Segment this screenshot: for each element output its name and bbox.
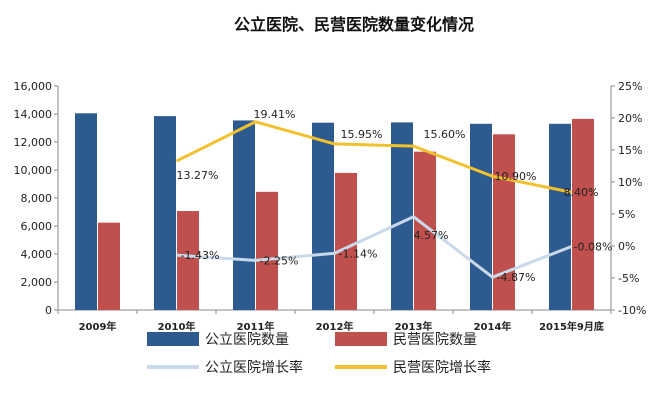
y-right-tick-label: 0% [618,240,635,253]
bar-private [335,172,357,310]
data-label-private-growth: 8.40% [564,186,599,199]
bar-private [572,118,594,311]
y-left-tick-label: 8,000 [21,192,53,205]
bar-public [312,122,334,311]
y-right-tick-label: 25% [618,80,642,93]
data-label-public-growth: -1.43% [181,249,220,262]
data-label-public-growth: -1.14% [339,247,378,260]
y-left-tick-label: 10,000 [14,164,53,177]
y-left-tick-label: 14,000 [14,108,53,121]
data-label-public-growth: -2.25% [260,254,299,267]
bar-public [75,113,97,310]
line-public-growth [176,215,573,279]
x-tick-label: 2011年 [237,320,275,333]
line-private-growth [175,120,572,194]
bar-public [549,123,571,310]
chart-title: 公立医院、民营医院数量变化情况 [234,15,474,34]
bar-private [177,211,199,310]
data-label-private-growth: 19.41% [254,108,296,121]
bar-public [154,116,176,310]
data-label-private-growth: 15.60% [424,128,466,141]
y-right-tick-label: -5% [618,272,639,285]
legend-swatch-public-count [147,332,199,346]
bar-public [233,120,255,310]
y-left-tick-label: 4,000 [21,248,53,261]
x-tick-label: 2010年 [158,320,196,333]
bar-private [414,151,436,310]
x-tick-label: 2015年9月底 [539,320,604,333]
y-left-tick-label: 16,000 [14,80,53,93]
y-left-tick-label: 2,000 [21,276,53,289]
legend-label: 公立医院增长率 [205,359,303,376]
y-left-tick-label: 0 [45,304,52,317]
bar-private [256,191,278,310]
x-tick-label: 2014年 [474,320,512,333]
bar-public [470,123,492,310]
legend-swatch-private-count [335,332,387,346]
y-right-tick-label: 20% [618,112,642,125]
data-label-public-growth: -0.08% [574,241,613,254]
data-label-private-growth: 15.95% [341,128,383,141]
y-right-tick-label: 15% [618,144,642,157]
data-label-private-growth: 13.27% [177,169,219,182]
legend-label: 民营医院数量 [393,332,477,348]
y-right-tick-label: 5% [618,208,635,221]
y-right-tick-label: 10% [618,176,642,189]
bar-public [391,122,413,311]
data-label-public-growth: 4.57% [414,229,449,242]
y-right-tick-label: -10% [618,304,646,317]
x-tick-label: 2012年 [316,320,354,333]
y-left-tick-label: 12,000 [14,136,53,149]
legend-label: 民营医院增长率 [393,359,491,376]
x-tick-label: 2009年 [79,320,117,333]
data-label-private-growth: 10.90% [495,170,537,183]
y-left-tick-label: 6,000 [21,220,53,233]
data-label-public-growth: -4.87% [497,271,536,284]
x-tick-label: 2013年 [395,320,433,333]
bar-private [98,222,120,310]
legend-label: 公立医院数量 [205,332,289,348]
